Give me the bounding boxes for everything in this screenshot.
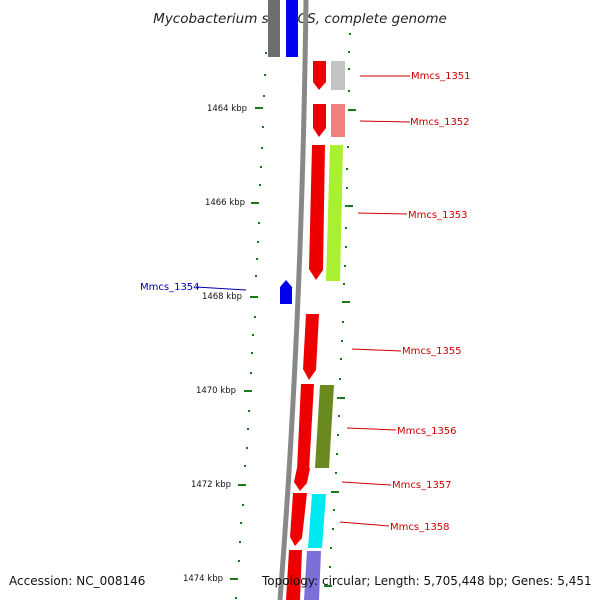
gene-block[interactable] [286, 550, 302, 600]
tick-label: 1474 kbp [183, 574, 223, 584]
gene-label-mmcs-1357[interactable]: Mmcs_1357 [392, 480, 452, 491]
gene-block[interactable] [268, 0, 280, 57]
outer-dotted-scale [329, 33, 351, 568]
gene-block-mmcs-1352[interactable] [331, 104, 345, 137]
gene-label-mmcs-1358[interactable]: Mmcs_1358 [390, 522, 450, 533]
topology-text: Topology: circular; Length: 5,705,448 bp… [262, 574, 592, 588]
gene-arrow-mmcs-1351[interactable] [313, 61, 326, 90]
gene-arrow-mmcs-1356[interactable] [297, 384, 314, 480]
tick-label: 1466 kbp [205, 198, 245, 208]
map-title: Mycobacterium sp. MCS, complete genome [153, 11, 447, 27]
scale-ticks: 1464 kbp 1466 kbp 1468 kbp 1470 kbp 1472… [183, 104, 263, 584]
accession-text: Accession: NC_008146 [9, 574, 146, 588]
gene-block-mmcs-1356[interactable] [315, 385, 334, 468]
tick-label: 1472 kbp [191, 480, 231, 490]
inner-dotted-scale [235, 52, 267, 599]
gene-arrow-mmcs-1354[interactable] [280, 280, 292, 304]
gene-label-mmcs-1352[interactable]: Mmcs_1352 [410, 117, 470, 128]
gene-arrow-mmcs-1357[interactable] [294, 468, 310, 491]
gene-block-mmcs-1358[interactable] [308, 494, 326, 548]
genome-backbone [277, 0, 309, 600]
gene-arrow-mmcs-1358[interactable] [290, 493, 307, 546]
tick-label: 1470 kbp [196, 386, 236, 396]
gene-arrow-mmcs-1355[interactable] [303, 314, 319, 380]
gene-block[interactable] [304, 551, 321, 600]
outer-major-ticks [324, 109, 356, 587]
tick-label: 1468 kbp [202, 292, 242, 302]
gene-label-mmcs-1355[interactable]: Mmcs_1355 [402, 346, 462, 357]
gene-label-mmcs-1353[interactable]: Mmcs_1353 [408, 210, 468, 221]
gene-labels: Mmcs_1351 Mmcs_1352 Mmcs_1353 Mmcs_1354 … [140, 71, 471, 533]
gene-label-mmcs-1354[interactable]: Mmcs_1354 [140, 282, 200, 293]
gene-arrow-mmcs-1352[interactable] [313, 104, 326, 137]
gene-block-mmcs-1353[interactable] [326, 145, 343, 281]
gene-label-mmcs-1356[interactable]: Mmcs_1356 [397, 426, 457, 437]
tick-label: 1464 kbp [207, 104, 247, 114]
label-leaders [195, 75, 411, 527]
gene-block[interactable] [286, 0, 298, 57]
gene-label-mmcs-1351[interactable]: Mmcs_1351 [411, 71, 471, 82]
gene-block-mmcs-1351[interactable] [331, 61, 345, 90]
gene-arrow-mmcs-1353[interactable] [309, 145, 325, 280]
